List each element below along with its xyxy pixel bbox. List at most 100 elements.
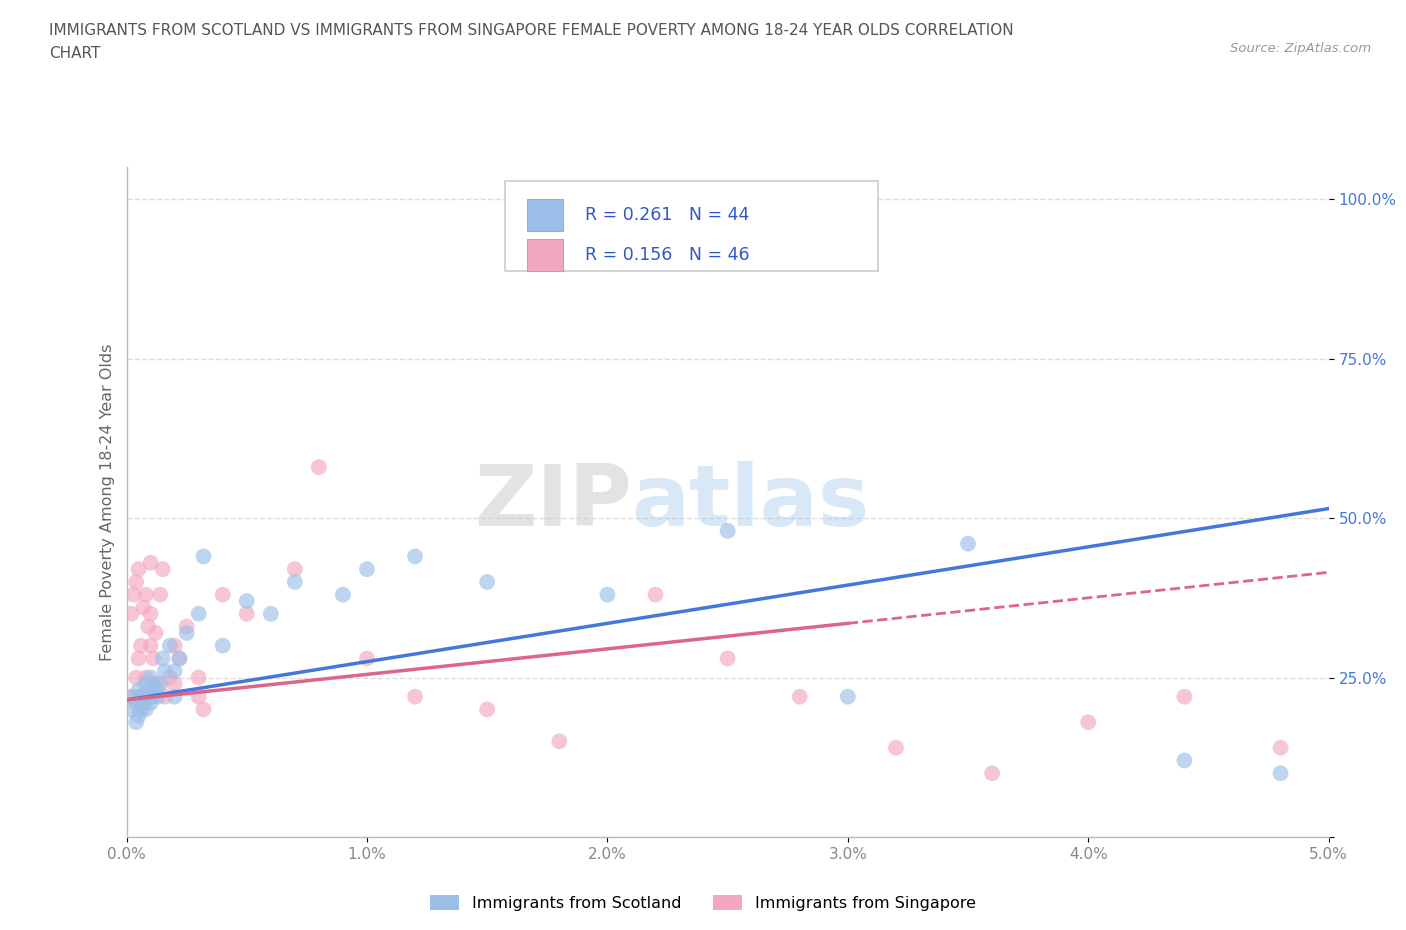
- Point: [163, 638, 186, 653]
- Point: [284, 575, 307, 590]
- Point: [308, 459, 330, 474]
- Point: [142, 676, 165, 691]
- FancyBboxPatch shape: [505, 180, 877, 272]
- Y-axis label: Female Poverty Among 18-24 Year Olds: Female Poverty Among 18-24 Year Olds: [100, 343, 115, 661]
- Point: [139, 671, 162, 685]
- Point: [149, 587, 172, 602]
- Point: [193, 702, 215, 717]
- Point: [163, 664, 186, 679]
- Legend: Immigrants from Scotland, Immigrants from Singapore: Immigrants from Scotland, Immigrants fro…: [423, 888, 983, 917]
- Point: [981, 765, 1004, 780]
- Point: [132, 689, 155, 704]
- Point: [132, 689, 155, 704]
- Point: [132, 696, 155, 711]
- Point: [122, 587, 145, 602]
- Point: [644, 587, 666, 602]
- Point: [139, 683, 162, 698]
- Point: [145, 683, 167, 698]
- Point: [139, 638, 162, 653]
- Point: [716, 524, 740, 538]
- Point: [187, 606, 209, 621]
- Text: Source: ZipAtlas.com: Source: ZipAtlas.com: [1230, 42, 1371, 55]
- Text: R = 0.156   N = 46: R = 0.156 N = 46: [585, 246, 749, 264]
- Point: [125, 715, 148, 730]
- Point: [837, 689, 859, 704]
- Point: [139, 555, 162, 570]
- Bar: [527, 239, 562, 271]
- Point: [129, 702, 152, 717]
- Point: [152, 562, 174, 577]
- Text: R = 0.261   N = 44: R = 0.261 N = 44: [585, 206, 749, 224]
- Point: [122, 689, 145, 704]
- Point: [120, 606, 142, 621]
- Point: [716, 651, 740, 666]
- Point: [475, 702, 498, 717]
- Text: atlas: atlas: [631, 460, 870, 544]
- Point: [284, 562, 307, 577]
- Point: [1173, 753, 1195, 768]
- Point: [211, 587, 233, 602]
- Point: [153, 689, 176, 704]
- Point: [135, 702, 157, 717]
- Point: [163, 689, 186, 704]
- Point: [128, 709, 150, 724]
- Point: [149, 676, 172, 691]
- Point: [142, 651, 165, 666]
- Point: [956, 537, 979, 551]
- Point: [1173, 689, 1195, 704]
- Point: [129, 689, 152, 704]
- Point: [187, 671, 209, 685]
- Point: [128, 562, 150, 577]
- Point: [139, 606, 162, 621]
- Point: [169, 651, 191, 666]
- Point: [193, 549, 215, 564]
- Point: [136, 619, 159, 634]
- Point: [332, 587, 354, 602]
- Point: [475, 575, 498, 590]
- Point: [235, 606, 259, 621]
- Point: [125, 575, 148, 590]
- Point: [884, 740, 907, 755]
- Point: [125, 696, 148, 711]
- Text: CHART: CHART: [49, 46, 101, 61]
- Point: [125, 671, 148, 685]
- Point: [404, 549, 426, 564]
- Point: [136, 689, 159, 704]
- Point: [120, 702, 142, 717]
- Point: [1077, 715, 1099, 730]
- Point: [135, 587, 157, 602]
- Point: [142, 689, 165, 704]
- Point: [187, 689, 209, 704]
- Point: [128, 683, 150, 698]
- Point: [211, 638, 233, 653]
- Point: [145, 626, 167, 641]
- Bar: [527, 199, 562, 232]
- Point: [128, 651, 150, 666]
- Point: [135, 676, 157, 691]
- Point: [548, 734, 571, 749]
- Point: [129, 638, 152, 653]
- Point: [169, 651, 191, 666]
- Point: [176, 619, 198, 634]
- Point: [1270, 740, 1292, 755]
- Point: [159, 671, 181, 685]
- Point: [118, 689, 141, 704]
- Point: [163, 676, 186, 691]
- Point: [153, 664, 176, 679]
- Point: [135, 671, 157, 685]
- Point: [132, 600, 155, 615]
- Point: [356, 651, 378, 666]
- Point: [176, 626, 198, 641]
- Point: [152, 651, 174, 666]
- Text: IMMIGRANTS FROM SCOTLAND VS IMMIGRANTS FROM SINGAPORE FEMALE POVERTY AMONG 18-24: IMMIGRANTS FROM SCOTLAND VS IMMIGRANTS F…: [49, 23, 1014, 38]
- Point: [146, 676, 169, 691]
- Point: [404, 689, 426, 704]
- Text: ZIP: ZIP: [474, 460, 631, 544]
- Point: [139, 696, 162, 711]
- Point: [146, 689, 169, 704]
- Point: [789, 689, 811, 704]
- Point: [159, 638, 181, 653]
- Point: [356, 562, 378, 577]
- Point: [1270, 765, 1292, 780]
- Point: [260, 606, 283, 621]
